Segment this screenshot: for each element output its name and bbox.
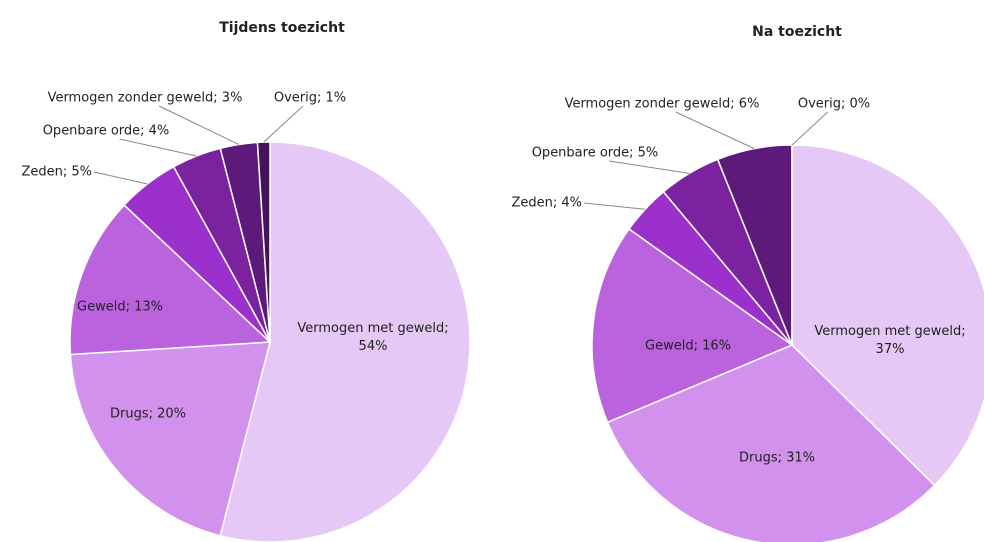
data-label: Overig; 1% [274,91,346,106]
data-label: Vermogen met geweld; 37% [814,324,965,357]
pie-slice [606,344,936,542]
data-label: Zeden; 4% [511,196,582,211]
pie-slice [219,141,471,542]
pie-slice [591,227,794,424]
data-label: Drugs; 20% [110,407,186,422]
pie-slice [69,341,271,537]
leader-line [609,160,690,174]
leader-line [263,105,304,143]
data-label: Vermogen zonder geweld; 6% [565,97,760,112]
label-line: 37% [876,342,905,357]
pie-slice [791,144,984,487]
leader-line [583,202,646,210]
data-label: Vermogen met geweld; 54% [297,321,448,354]
data-label: Openbare orde; 5% [532,146,659,161]
pie-slice [69,204,272,356]
leader-line [93,171,148,185]
data-label: Zeden; 5% [21,165,92,180]
data-label: Overig; 0% [798,97,870,112]
leader-line [158,105,239,145]
chart-title: Tijdens toezicht [219,20,345,36]
chart-title: Na toezicht [752,24,842,40]
leader-line [119,138,197,157]
data-label: Drugs; 31% [739,451,815,466]
leader-line [675,111,755,150]
data-label: Openbare orde; 4% [43,124,170,139]
pie-slice [256,141,271,343]
label-line: Vermogen met geweld; [297,321,448,336]
leader-line [791,111,829,146]
label-line: 54% [359,339,388,354]
data-label: Vermogen zonder geweld; 3% [48,91,243,106]
data-label: Geweld; 16% [645,339,731,354]
data-label: Geweld; 13% [77,300,163,315]
label-line: Vermogen met geweld; [814,324,965,339]
